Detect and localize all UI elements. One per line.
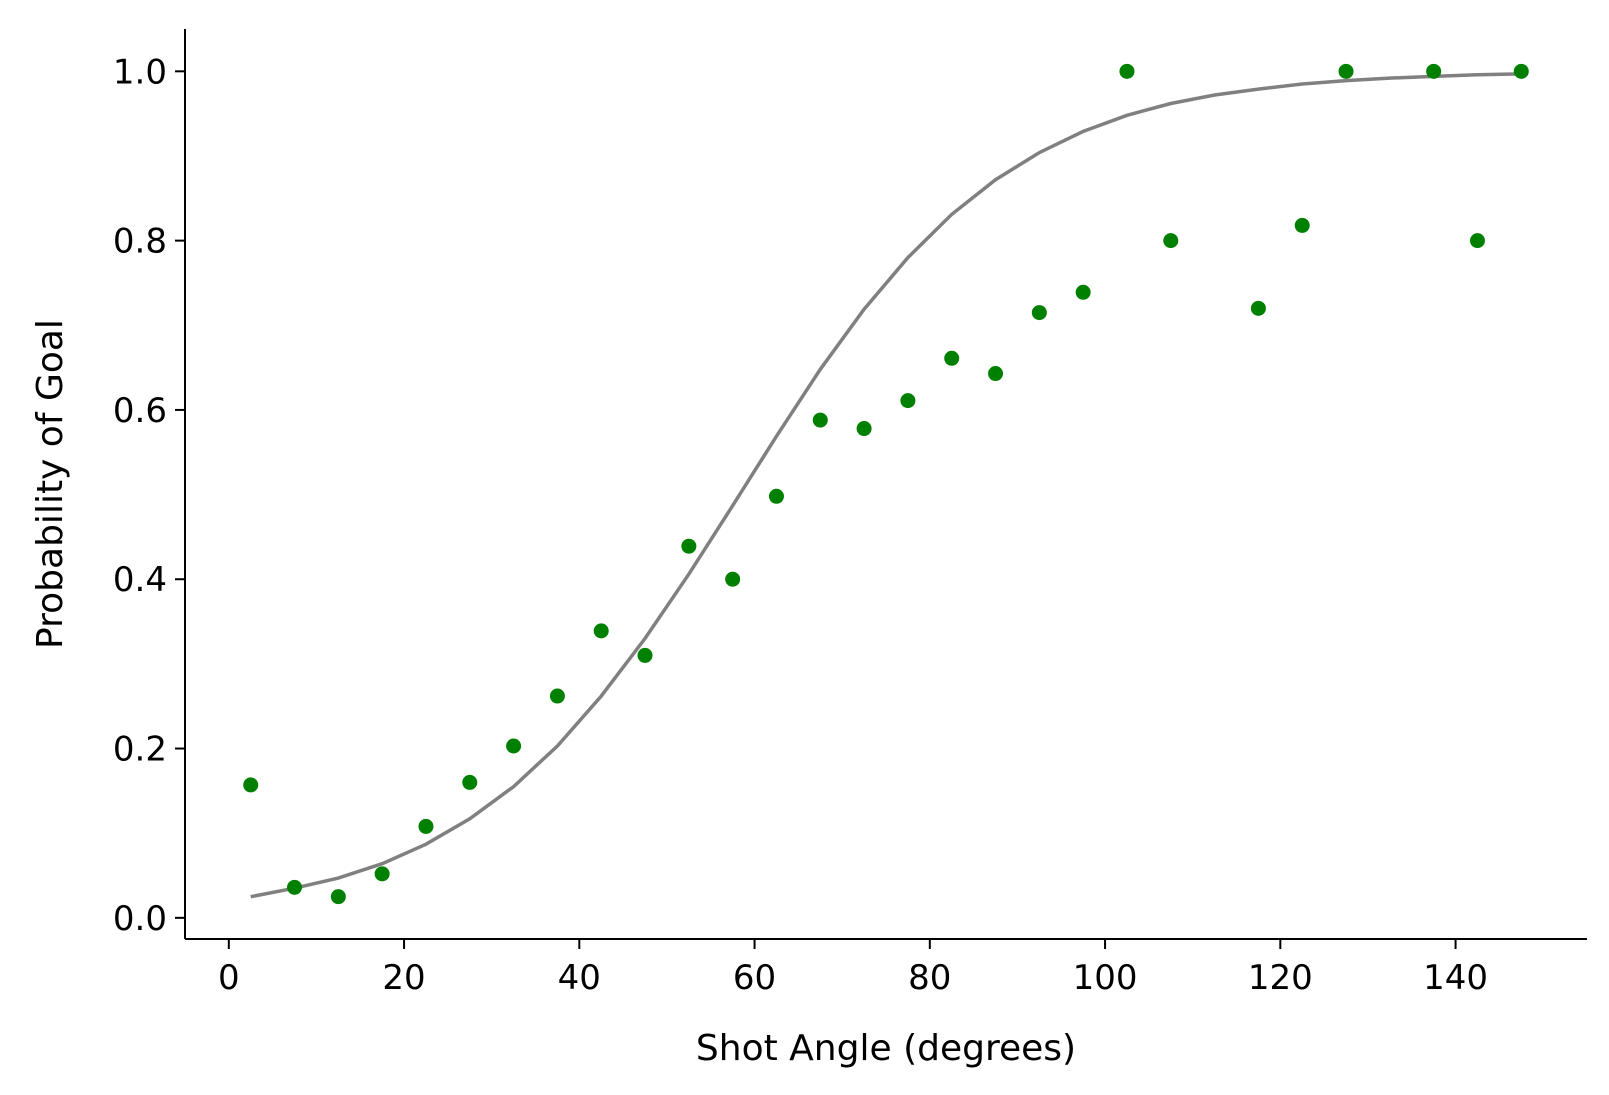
x-axis-label: Shot Angle (degrees)	[696, 1028, 1076, 1069]
x-axis-ticks: 0 20 40 60 80 100 120 140	[218, 939, 1488, 998]
data-point	[1075, 284, 1091, 300]
data-point	[506, 738, 522, 754]
y-tick-label: 0.4	[113, 560, 167, 600]
y-tick-label: 1.0	[113, 52, 167, 92]
data-point	[549, 688, 565, 704]
data-point	[944, 350, 960, 366]
y-tick-label: 0.6	[113, 391, 167, 431]
data-point	[900, 393, 916, 409]
data-point	[243, 777, 259, 793]
x-tick-label: 20	[382, 958, 425, 998]
x-tick-label: 100	[1073, 958, 1138, 998]
data-point	[418, 818, 434, 834]
data-point	[988, 366, 1004, 382]
data-point	[637, 647, 653, 663]
data-point	[1469, 233, 1485, 249]
x-tick-label: 80	[908, 958, 951, 998]
data-point	[725, 571, 741, 587]
data-point	[1294, 217, 1310, 233]
data-point	[1250, 300, 1266, 316]
y-axis-label: Probability of Goal	[30, 319, 71, 649]
data-point	[812, 412, 828, 428]
y-axis-ticks: 0.0 0.2 0.4 0.6 0.8 1.0	[113, 52, 185, 939]
data-point	[1513, 63, 1529, 79]
data-point	[593, 623, 609, 639]
plot-area	[243, 63, 1529, 905]
data-point	[330, 889, 346, 905]
x-tick-label: 120	[1248, 958, 1313, 998]
data-point	[1338, 63, 1354, 79]
data-point	[1119, 63, 1135, 79]
data-point	[1163, 233, 1179, 249]
logistic-fit-line	[250, 72, 1522, 899]
x-tick-label: 140	[1423, 958, 1488, 998]
data-point	[1031, 305, 1047, 321]
data-point	[287, 879, 303, 895]
y-tick-label: 0.0	[113, 899, 167, 939]
data-point	[374, 866, 390, 882]
x-tick-label: 40	[558, 958, 601, 998]
y-tick-label: 0.8	[113, 222, 167, 262]
data-point	[1426, 63, 1442, 79]
data-point	[768, 488, 784, 504]
data-point	[681, 538, 697, 554]
y-tick-label: 0.2	[113, 730, 167, 770]
x-tick-label: 60	[733, 958, 776, 998]
data-point	[462, 774, 478, 790]
data-point	[856, 421, 872, 437]
x-tick-label: 0	[218, 958, 240, 998]
